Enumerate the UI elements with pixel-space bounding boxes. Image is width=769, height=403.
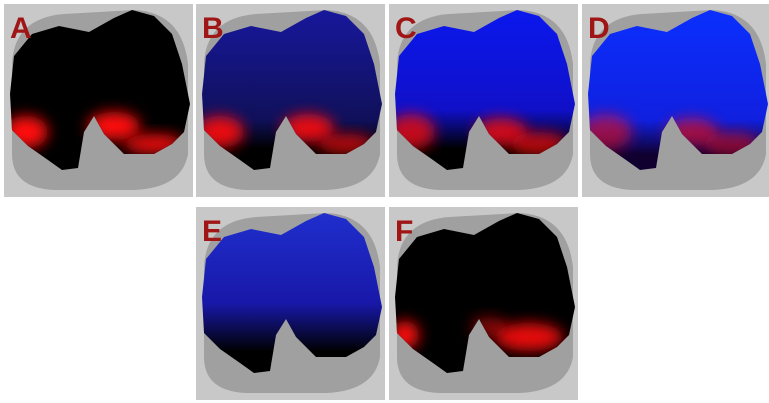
panel: B: [196, 4, 385, 197]
panel-label: A: [10, 12, 32, 45]
panel: A: [4, 4, 193, 197]
map: [202, 10, 382, 170]
panel-label: C: [395, 12, 417, 45]
panel-label: F: [395, 215, 413, 248]
panel: C: [389, 4, 578, 197]
panel: F: [389, 207, 578, 400]
panel-label: E: [202, 215, 222, 248]
activation: [495, 323, 563, 351]
panel: E: [196, 207, 385, 400]
panel-label: D: [588, 12, 610, 45]
panel: D: [582, 4, 769, 197]
panel-label: B: [202, 12, 224, 45]
